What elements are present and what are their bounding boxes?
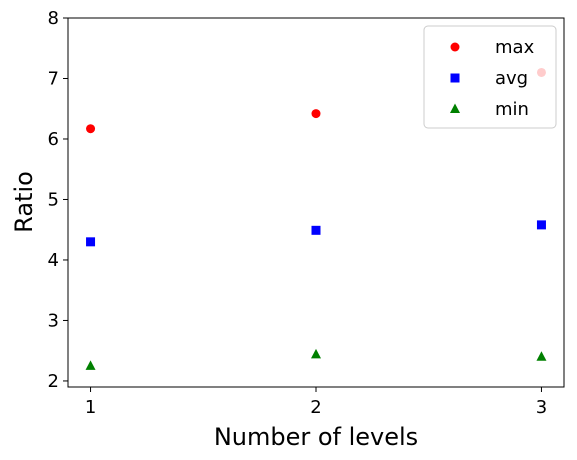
legend-max-marker	[450, 42, 460, 52]
x-tick-label: 1	[85, 397, 96, 418]
y-tick-label: 6	[48, 129, 59, 150]
avg-point	[311, 225, 321, 235]
y-tick-label: 3	[48, 310, 59, 331]
x-tick-label: 3	[536, 397, 547, 418]
min-point	[536, 351, 547, 361]
x-axis-label: Number of levels	[214, 423, 418, 451]
y-axis-label: Ratio	[10, 171, 38, 233]
legend-avg-label: avg	[495, 68, 528, 89]
max-point	[311, 109, 321, 119]
legend: max avg min	[423, 25, 557, 129]
y-tick-label: 8	[48, 8, 59, 29]
min-point	[85, 360, 96, 370]
avg-point	[536, 220, 546, 230]
legend-min-label: min	[495, 99, 529, 120]
avg-point	[86, 237, 96, 247]
y-axis-ticks: 2 3 4 5 6 7 8	[48, 8, 68, 392]
legend-avg-marker	[450, 73, 460, 83]
x-axis-ticks: 1 2 3	[85, 387, 547, 418]
y-tick-label: 5	[48, 189, 59, 210]
legend-min-marker	[450, 103, 460, 113]
x-tick-label: 2	[310, 397, 321, 418]
legend-box	[423, 25, 557, 129]
y-tick-label: 4	[48, 250, 59, 271]
legend-max-label: max	[495, 37, 535, 58]
max-point	[86, 124, 96, 134]
y-tick-label: 2	[48, 371, 59, 392]
y-tick-label: 7	[48, 68, 59, 89]
min-point	[311, 348, 321, 359]
